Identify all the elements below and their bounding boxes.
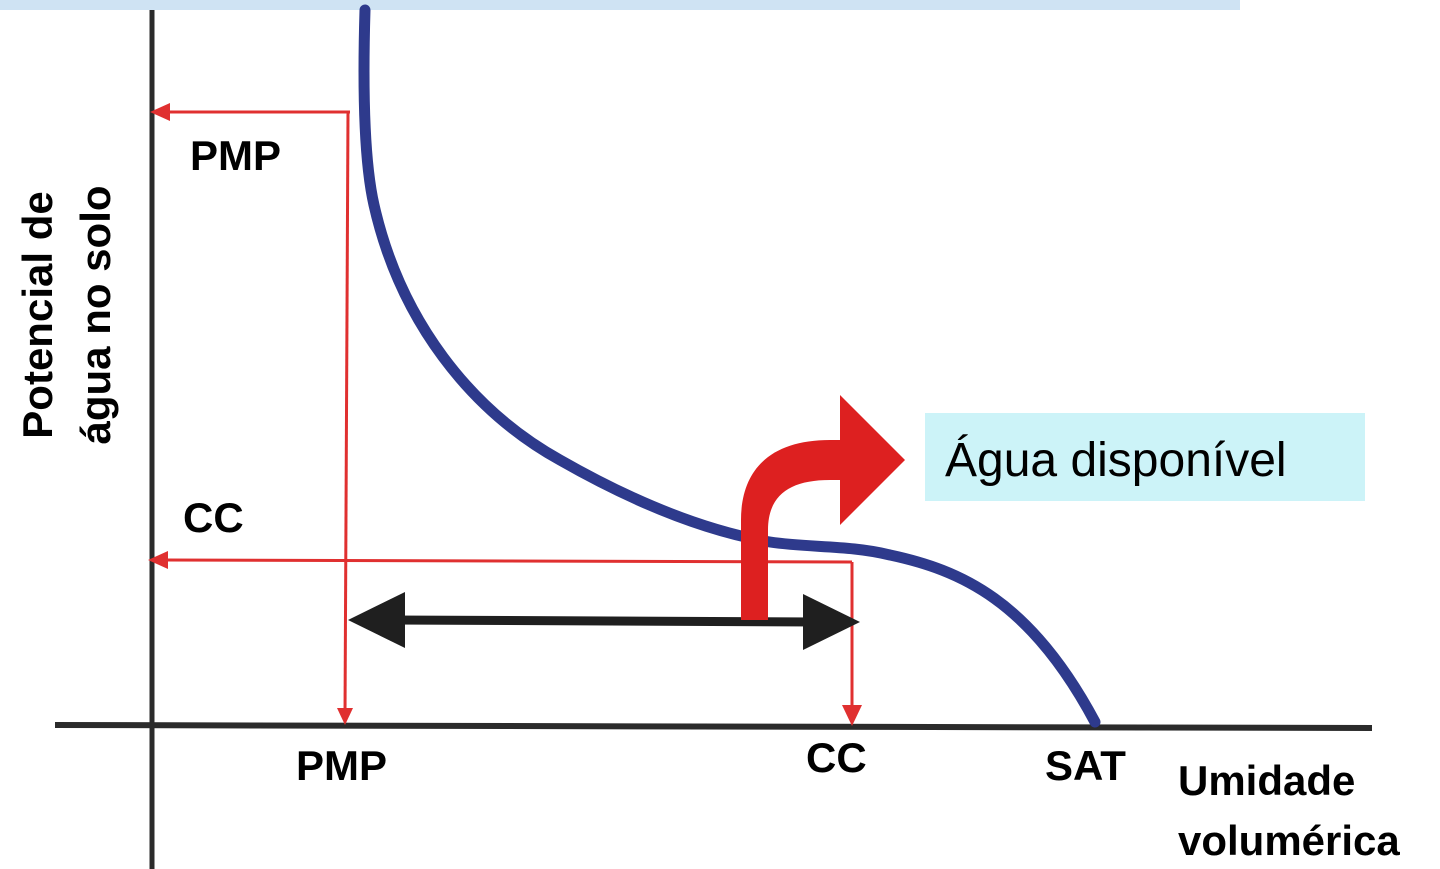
range-left-arrowhead (348, 592, 405, 648)
cc-y-arrowhead (148, 551, 168, 569)
x-axis-label-line2: volumérica (1178, 817, 1400, 864)
cc-guide (164, 558, 854, 710)
cc-x-arrowhead (842, 705, 862, 726)
x-marker-pmp: PMP (296, 742, 387, 789)
retention-curve (358, 4, 1101, 728)
available-water-range-line (389, 615, 819, 627)
x-marker-sat: SAT (1045, 742, 1126, 789)
top-band (0, 0, 1240, 10)
pmp-guide (165, 110, 350, 716)
pmp-y-arrowhead (150, 103, 170, 121)
range-right-arrowhead (803, 594, 860, 650)
callout-text: Água disponível (945, 434, 1287, 487)
y-axis-label-line2: água no solo (72, 185, 119, 444)
x-axis-label-line1: Umidade (1178, 757, 1355, 804)
x-axis (54, 722, 1373, 731)
available-water-curved-arrow (741, 395, 905, 620)
y-marker-pmp: PMP (190, 132, 281, 179)
y-axis-label-line1: Potencial de (14, 191, 61, 438)
x-marker-cc: CC (806, 734, 867, 781)
y-marker-cc: CC (183, 494, 244, 541)
callout-box (925, 413, 1365, 501)
pmp-x-arrowhead (337, 708, 353, 725)
